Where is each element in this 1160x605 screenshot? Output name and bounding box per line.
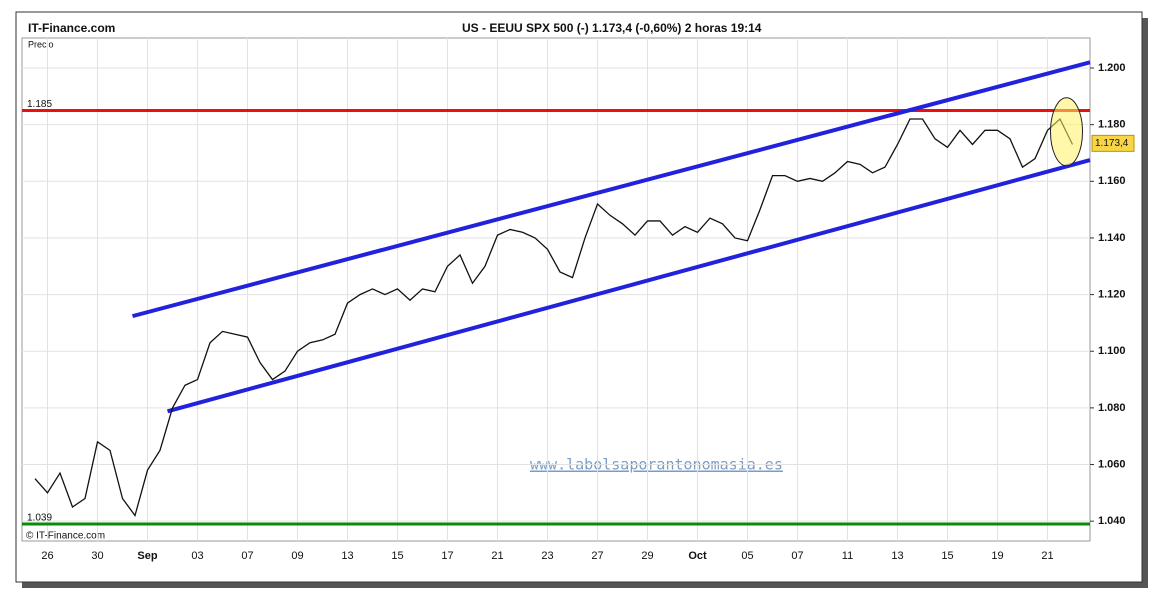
x-tick-label: 23 xyxy=(541,550,553,562)
last-value-box xyxy=(1091,134,1135,152)
y-tick-label: 1.160 xyxy=(1098,175,1126,187)
x-tick-label: Oct xyxy=(688,550,707,562)
level-label: 1.039 xyxy=(27,513,52,524)
x-tick-label: 29 xyxy=(641,550,653,562)
x-tick-label: 13 xyxy=(341,550,353,562)
x-tick-label: 07 xyxy=(241,550,253,562)
plot-area xyxy=(21,37,1091,542)
trend-line xyxy=(166,158,1091,414)
x-tick-label: 07 xyxy=(791,550,803,562)
x-tick-label: 27 xyxy=(591,550,603,562)
x-tick-label: 21 xyxy=(491,550,503,562)
x-tick-label: 09 xyxy=(291,550,303,562)
copyright: © IT-Finance.com xyxy=(26,531,105,542)
x-tick-label: 15 xyxy=(391,550,403,562)
chart-title: US - EEUU SPX 500 (-) 1.173,4 (-0,60%) 2… xyxy=(462,21,762,35)
y-label: Precio xyxy=(28,39,54,49)
trend-line xyxy=(131,60,1091,319)
price-line xyxy=(34,117,1074,517)
y-tick-label: 1.040 xyxy=(1098,515,1126,527)
site: IT-Finance.com xyxy=(28,21,115,35)
x-tick-label: 21 xyxy=(1041,550,1053,562)
y-tick-label: 1.080 xyxy=(1098,402,1126,414)
y-tick-label: 1.180 xyxy=(1098,119,1126,131)
y-tick-label: 1.100 xyxy=(1098,345,1126,357)
x-tick-label: 17 xyxy=(441,550,453,562)
y-tick-label: 1.200 xyxy=(1098,62,1126,74)
x-tick-label: 15 xyxy=(941,550,953,562)
x-tick-label: 19 xyxy=(991,550,1003,562)
y-tick-label: 1.060 xyxy=(1098,458,1126,470)
y-tick-label: 1.140 xyxy=(1098,232,1126,244)
x-tick-label: 13 xyxy=(891,550,903,562)
level-label: 1.185 xyxy=(27,99,52,110)
x-tick-label: 30 xyxy=(91,550,103,562)
x-tick-label: 05 xyxy=(741,550,753,562)
x-tick-label: 11 xyxy=(842,550,853,562)
x-tick-label: Sep xyxy=(137,550,157,562)
last-value-label: 1.173,4 xyxy=(1095,138,1129,149)
x-tick-label: 03 xyxy=(191,550,203,562)
highlight xyxy=(1050,97,1083,167)
y-tick-label: 1.120 xyxy=(1098,289,1126,301)
x-tick-label: 26 xyxy=(41,550,53,562)
